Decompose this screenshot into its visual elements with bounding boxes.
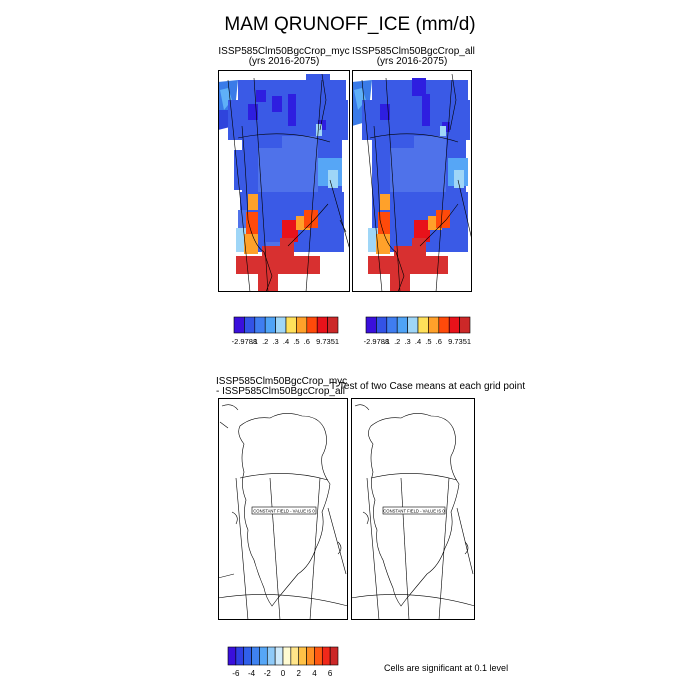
colorbar-swatch (243, 646, 252, 666)
colorbar-swatches (233, 316, 339, 334)
colorbar-tick-label: .4 (415, 337, 421, 346)
colorbar-swatch (227, 646, 237, 666)
colorbar-swatch (448, 316, 460, 334)
colorbar-swatch (327, 316, 339, 334)
colorbar-tick-label: -2.9788 (364, 337, 389, 346)
colorbar-bottom: -6 -4 -2 0 2 4 6 (227, 646, 339, 678)
colorbar-tick-label: -6 (232, 669, 240, 678)
colorbar-tick-label: 0 (281, 669, 286, 678)
colorbar-tick-label: 9.7351 (316, 337, 339, 346)
colorbar-tick-label: -2.9788 (232, 337, 257, 346)
data-cells (352, 78, 470, 292)
colorbar-tick-label: 6 (328, 669, 333, 678)
colorbar-tick-label: .5 (293, 337, 299, 346)
colorbar-swatch (438, 316, 450, 334)
colorbar-tick-label: 4 (312, 669, 317, 678)
colorbar-swatch (285, 316, 297, 334)
colorbar-tick-label: .6 (436, 337, 442, 346)
colorbar-swatch (275, 316, 287, 334)
panel-title-case: ISSP585Clm50BgcCrop_all (352, 46, 475, 57)
colorbar-tick-label: .4 (283, 337, 289, 346)
coastline (219, 404, 342, 607)
colorbar-labels: -2.9788.1 .2 .3 .4 .5 .6 9.7351 (232, 337, 339, 346)
colorbar-swatch (244, 316, 256, 334)
panel-title-line1: ISSP585Clm50BgcCrop_myc (216, 376, 348, 387)
panel-title-line2: - ISSP585Clm50BgcCrop_all (216, 386, 345, 397)
colorbar-swatches (227, 646, 339, 666)
map-panel-top-right (352, 70, 472, 292)
colorbar-swatch (290, 646, 300, 666)
colorbar-top-right: -2.9788.1 .2 .3 .4 .5 .6 9.7351 (364, 316, 471, 346)
colorbar-swatch (428, 316, 440, 334)
colorbar-swatch (274, 646, 284, 666)
figure-title: MAM QRUNOFF_ICE (mm/d) (224, 14, 476, 35)
map-panel-top-left (218, 70, 350, 292)
significance-note: Cells are significant at 0.1 level (384, 663, 509, 673)
colorbar-swatch (306, 646, 315, 666)
map-lines (361, 73, 472, 292)
colorbar-tick-label: .6 (304, 337, 310, 346)
colorbar-tick-label: 9.7351 (448, 337, 471, 346)
colorbar-swatch (251, 646, 260, 666)
colorbar-tick-label: .5 (425, 337, 431, 346)
colorbar-swatch (417, 316, 429, 334)
constant-field-note: CONSTANT FIELD - VALUE IS 0 (253, 509, 315, 514)
colorbar-tick-label: .2 (394, 337, 400, 346)
panel-title-years: (yrs 2016-2075) (248, 56, 320, 67)
colorbar-swatch (407, 316, 419, 334)
colorbar-swatch (306, 316, 318, 334)
colorbar-swatch (314, 646, 323, 666)
colorbar-tick-label: 2 (296, 669, 301, 678)
panel-title-top-right: ISSP585Clm50BgcCrop_all (yrs 2016-2075) (352, 46, 475, 67)
colorbar-swatch (321, 646, 331, 666)
map-panel-bottom-left: CONSTANT FIELD - VALUE IS 0 (218, 398, 348, 620)
map-panel-bottom-right: CONSTANT FIELD - VALUE IS 0 (351, 398, 475, 620)
colorbar-labels: -2.9788.1 .2 .3 .4 .5 .6 9.7351 (364, 337, 471, 346)
colorbar-swatch (365, 316, 377, 334)
colorbar-tick-label: -4 (248, 669, 256, 678)
panel-title-top-left: ISSP585Clm50BgcCrop_myc (yrs 2016-2075) (218, 47, 350, 67)
panel-title-bottom-right: T-Test of two Case means at each grid po… (330, 381, 526, 392)
constant-field-note: CONSTANT FIELD - VALUE IS 0 (383, 509, 445, 514)
colorbar-swatch (459, 316, 471, 334)
colorbar-swatch (264, 316, 276, 334)
colorbar-swatch (259, 646, 268, 666)
graticule (351, 473, 475, 620)
colorbar-swatch (386, 316, 398, 334)
colorbar-tick-label: .2 (262, 337, 268, 346)
colorbar-swatch (298, 646, 307, 666)
panel-title-case: ISSP585Clm50BgcCrop_myc (218, 46, 350, 57)
colorbar-swatch (233, 316, 245, 334)
colorbar-swatch (316, 316, 328, 334)
colorbar-swatch (282, 646, 292, 666)
colorbar-swatch (266, 646, 276, 666)
colorbar-swatch (235, 646, 245, 666)
colorbar-swatches (365, 316, 471, 334)
colorbar-tick-label: .3 (272, 337, 278, 346)
colorbar-tick-label: .1 (384, 337, 390, 346)
data-cells (218, 74, 348, 292)
coastline (354, 404, 469, 607)
panel-title-years: (yrs 2016-2075) (376, 56, 448, 67)
colorbar-swatch (254, 316, 266, 334)
colorbar-swatch (376, 316, 388, 334)
graticule (218, 473, 348, 620)
colorbar-labels: -6 -4 -2 0 2 4 6 (232, 669, 333, 678)
panel-title-bottom-left: ISSP585Clm50BgcCrop_myc - ISSP585Clm50Bg… (216, 377, 347, 397)
colorbar-swatch (329, 646, 339, 666)
colorbar-top-left: -2.9788.1 .2 .3 .4 .5 .6 9.7351 (232, 316, 339, 346)
colorbar-tick-label: .1 (252, 337, 258, 346)
map-lines (227, 73, 350, 292)
colorbar-tick-label: -2 (264, 669, 272, 678)
colorbar-swatch (296, 316, 308, 334)
colorbar-tick-label: .3 (404, 337, 410, 346)
colorbar-swatch (396, 316, 408, 334)
